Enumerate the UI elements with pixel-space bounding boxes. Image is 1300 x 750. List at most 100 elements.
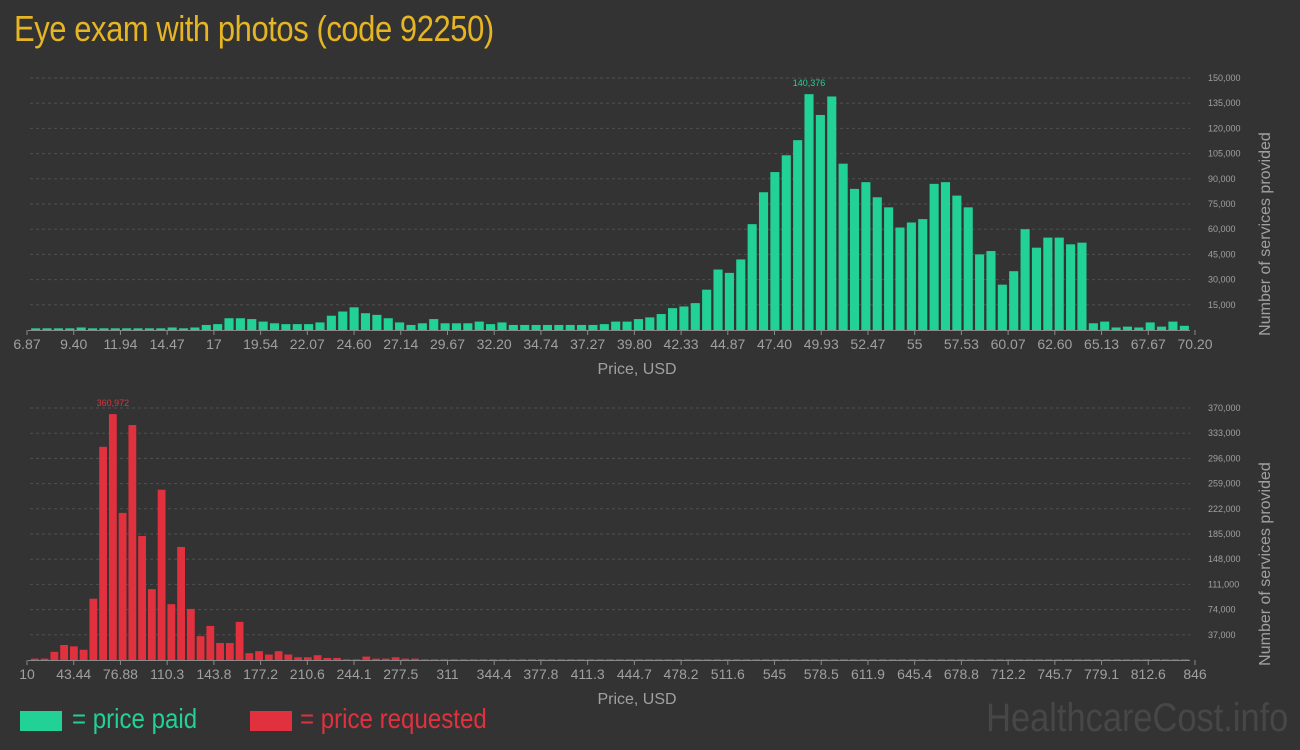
bar <box>65 328 75 330</box>
bar <box>216 642 224 660</box>
x-tick-label: 11.94 <box>103 336 137 352</box>
bar <box>635 659 644 660</box>
bar <box>542 324 552 330</box>
bar <box>840 659 848 660</box>
bar <box>255 651 263 660</box>
legend-swatch-paid <box>20 711 62 731</box>
x-tick-label: 17 <box>206 336 222 352</box>
bar <box>118 512 127 660</box>
bar <box>684 659 692 660</box>
bar <box>245 653 254 660</box>
bar <box>122 328 132 330</box>
x-tick-label: 42.33 <box>664 336 699 352</box>
bar <box>167 327 177 330</box>
x-tick-label: 311 <box>436 666 459 682</box>
bar <box>79 649 88 660</box>
bar <box>258 321 268 330</box>
bar <box>60 645 69 660</box>
bar <box>53 328 63 330</box>
bar <box>1168 321 1178 330</box>
bar <box>1122 659 1131 660</box>
bar <box>791 659 800 660</box>
bar <box>352 659 361 660</box>
bar <box>611 321 621 330</box>
peak-data-label: 360,972 <box>97 398 130 408</box>
bar <box>497 322 507 330</box>
bar <box>827 96 837 330</box>
bar <box>615 659 624 660</box>
bar <box>144 328 154 330</box>
bar <box>547 659 556 660</box>
bar <box>596 659 605 660</box>
bar <box>723 659 731 660</box>
bar <box>224 318 234 330</box>
bar <box>1093 659 1102 660</box>
bar <box>565 324 575 330</box>
bar <box>1035 659 1043 660</box>
bar <box>804 94 814 330</box>
legend-label-paid: = price paid <box>72 703 198 734</box>
x-tick-label: 67.67 <box>1131 336 1166 352</box>
y-tick-label: 75,000 <box>1208 199 1236 209</box>
x-tick-label: 55 <box>907 336 923 352</box>
y-tick-label: 105,000 <box>1208 149 1241 159</box>
bar <box>196 636 205 660</box>
x-tick-label: 27.14 <box>383 336 418 352</box>
bar <box>674 659 683 660</box>
bar <box>1134 327 1144 330</box>
y-tick-label: 222,000 <box>1208 504 1241 514</box>
bar <box>879 659 887 660</box>
legend-label-requested: = price requested <box>300 703 487 734</box>
price-requested-chart: 37,000 74,000 111,000 148,000 185,000 222,000… <box>19 398 1274 708</box>
bar <box>372 314 382 330</box>
x-axis-label: Price, USD <box>597 361 676 378</box>
bar <box>986 251 996 330</box>
bar <box>167 604 176 660</box>
bar <box>1088 323 1098 330</box>
bar <box>30 658 39 660</box>
bar <box>1020 229 1030 330</box>
y-tick-label: 150,000 <box>1208 73 1241 83</box>
x-tick-label: 143.8 <box>196 666 231 682</box>
bar <box>736 259 746 330</box>
x-tick-label: 578.5 <box>804 666 839 682</box>
bar <box>269 323 280 330</box>
x-axis-label: Price, USD <box>597 691 676 708</box>
y-tick-label: 185,000 <box>1208 529 1241 539</box>
legend-swatch-requested <box>250 711 292 731</box>
x-tick-label: 14.47 <box>150 336 185 352</box>
bar <box>474 321 484 330</box>
bar <box>861 182 871 330</box>
bar <box>703 659 712 660</box>
bar <box>762 659 770 660</box>
bar <box>752 659 761 660</box>
bar <box>810 659 819 660</box>
bar <box>588 324 598 330</box>
bar <box>528 659 536 660</box>
bar <box>429 319 439 330</box>
bar <box>315 322 325 330</box>
bar <box>1111 327 1121 330</box>
bar <box>381 658 390 660</box>
x-tick-label: 411.3 <box>571 666 605 682</box>
bar <box>830 659 839 660</box>
x-tick-label: 177.2 <box>243 666 278 682</box>
x-tick-label: 37.27 <box>570 336 605 352</box>
bar <box>599 324 609 330</box>
bar <box>518 659 527 660</box>
bar <box>1181 659 1190 660</box>
y-tick-label: 37,000 <box>1208 630 1236 640</box>
y-tick-label: 148,000 <box>1208 554 1241 564</box>
x-tick-label: 39.80 <box>617 336 652 352</box>
bar <box>869 659 878 660</box>
x-tick-label: 244.1 <box>337 666 372 682</box>
bar <box>815 114 825 331</box>
x-tick-label: 478.2 <box>664 666 699 682</box>
x-tick-label: 44.87 <box>710 336 745 352</box>
bar <box>1103 659 1112 660</box>
bar <box>929 183 939 330</box>
bar <box>274 651 283 660</box>
bar <box>1005 659 1014 660</box>
bar <box>110 328 120 330</box>
bar <box>606 659 614 660</box>
